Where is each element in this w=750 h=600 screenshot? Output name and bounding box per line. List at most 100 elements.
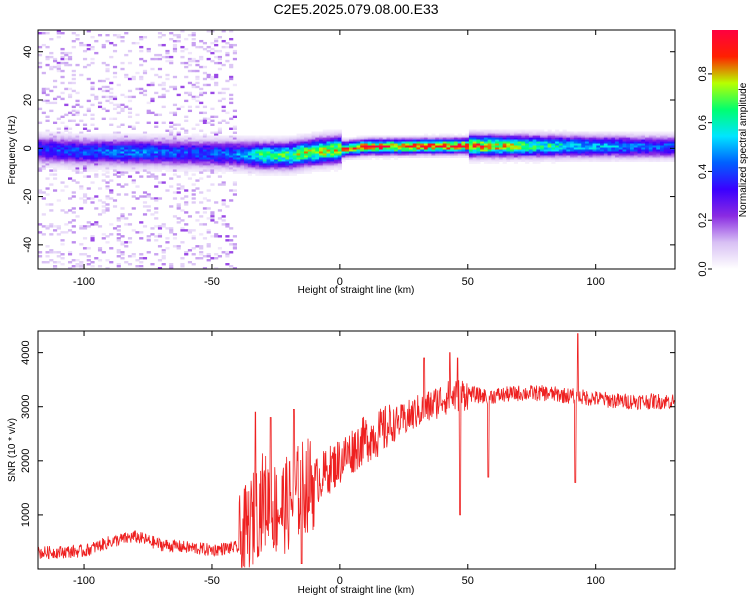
- spectrogram-cell: [146, 143, 151, 146]
- spectrogram-cell: [345, 141, 350, 144]
- spectrogram-cell: [289, 149, 294, 152]
- spectrogram-cell: [603, 149, 608, 152]
- spectrogram-cell: [187, 93, 193, 97]
- spectrogram-cell: [540, 129, 545, 132]
- spectrogram-cell: [480, 149, 485, 152]
- spectrogram-cell: [221, 161, 226, 164]
- spectrogram-cell: [360, 141, 365, 144]
- spectrogram-cell: [480, 129, 485, 132]
- spectrogram-cell: [45, 165, 50, 168]
- spectrogram-cell: [502, 157, 507, 160]
- spectrogram-cell: [330, 135, 335, 138]
- spectrogram-cell: [255, 171, 260, 174]
- spectrogram-cell: [630, 133, 635, 136]
- spectrogram-cell: [656, 145, 661, 148]
- spectrogram-cell: [262, 155, 267, 158]
- spectrogram-cell: [139, 77, 144, 81]
- spectrogram-cell: [468, 145, 474, 148]
- spectrogram-cell: [266, 145, 271, 148]
- spectrogram-cell: [581, 133, 586, 136]
- spectrogram-cell: [581, 153, 586, 156]
- spectrogram-cell: [600, 133, 605, 136]
- spectrogram-cell: [292, 173, 297, 176]
- spectrogram-cell: [596, 155, 601, 158]
- spectrogram-cell: [157, 67, 163, 71]
- spectrogram-cell: [101, 251, 106, 254]
- spectrogram-cell: [49, 249, 54, 252]
- spectrogram-cell: [150, 99, 155, 103]
- spectrogram-cell: [101, 85, 106, 89]
- spectrogram-cell: [79, 141, 84, 144]
- spectrogram-cell: [109, 151, 114, 154]
- spectrogram-cell: [326, 139, 331, 142]
- spectrogram-cell: [438, 139, 444, 142]
- spectrogram-cell: [45, 203, 50, 206]
- spectrogram-cell: [52, 265, 58, 268]
- spectrogram-cell: [232, 163, 237, 166]
- spectrogram-cell: [127, 149, 133, 152]
- spectrogram-cell: [330, 151, 335, 154]
- spectrogram-cell: [86, 135, 91, 138]
- spectrogram-cell: [146, 161, 151, 164]
- spectrogram-cell: [390, 135, 395, 138]
- spectrogram-cell: [378, 135, 384, 138]
- spectrogram-cell: [457, 141, 462, 144]
- spectrogram-cell: [543, 139, 548, 142]
- spectrogram-cell: [581, 151, 586, 154]
- spectrogram-cell: [521, 153, 526, 156]
- spectrogram-cell: [615, 145, 620, 148]
- spectrogram-cell: [495, 153, 500, 156]
- spectrogram-cell: [244, 149, 249, 152]
- spectrogram-cell: [577, 149, 582, 152]
- spectrogram-cell: [41, 31, 46, 35]
- spectrogram-cell: [232, 51, 237, 55]
- spectrogram-cell: [116, 165, 121, 168]
- spectrogram-cell: [465, 139, 470, 142]
- spectrogram-cell: [315, 145, 320, 148]
- spectrogram-cell: [453, 151, 459, 154]
- spectrogram-cell: [217, 145, 223, 148]
- spectrogram-cell: [652, 157, 657, 160]
- spectrogram-cell: [195, 69, 200, 73]
- spectrogram-cell: [195, 163, 200, 166]
- spectrogram-cell: [49, 223, 54, 226]
- spectrogram-cell: [274, 171, 279, 174]
- spectrogram-cell: [566, 141, 571, 144]
- spectrogram-cell: [225, 205, 230, 208]
- spectrogram-cell: [86, 247, 91, 250]
- spectrogram-cell: [139, 147, 144, 150]
- spectrogram-cell: [176, 159, 181, 162]
- spectrogram-cell: [206, 163, 211, 166]
- spectrogram-cell: [326, 157, 331, 160]
- spectrogram-cell: [232, 57, 237, 61]
- spectrogram-cell: [79, 187, 84, 190]
- spectrogram-cell: [60, 147, 65, 150]
- spectrogram-cell: [240, 151, 245, 154]
- spectrogram-cell: [630, 145, 635, 148]
- spectrogram-cell: [120, 151, 125, 154]
- spectrogram-cell: [663, 135, 668, 138]
- spectrogram-cell: [225, 167, 230, 170]
- spectrogram-cell: [483, 153, 489, 156]
- spectrogram-cell: [221, 39, 226, 43]
- spectrogram-cell: [618, 159, 623, 162]
- spectrogram-cell: [127, 143, 133, 146]
- spectrogram-cell: [390, 147, 395, 150]
- spectrogram-cell: [127, 61, 133, 65]
- spectrogram-cell: [142, 145, 148, 148]
- spectrogram-cell: [142, 201, 148, 204]
- spectrogram-cell: [633, 159, 638, 162]
- spectrogram-cell: [90, 153, 95, 156]
- spectrogram-cell: [142, 165, 148, 168]
- spectrogram-cell: [161, 165, 166, 168]
- spectrogram-cell: [615, 143, 620, 146]
- spectrogram-cell: [60, 263, 65, 266]
- spectrogram-cell: [304, 137, 309, 140]
- spectrogram-cell: [214, 55, 219, 59]
- spectrogram-cell: [199, 153, 204, 156]
- spectrogram-cell: [105, 163, 110, 166]
- spectrogram-cell: [52, 225, 58, 228]
- spectrogram-cell: [551, 135, 556, 138]
- spectrogram-cell: [446, 135, 451, 138]
- spectrogram-cell: [633, 149, 638, 152]
